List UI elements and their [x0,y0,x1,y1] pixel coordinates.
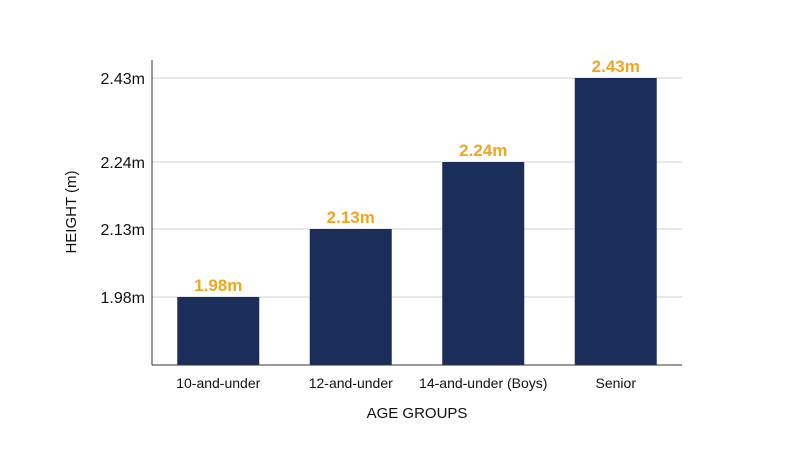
bar [309,229,392,365]
y-tick-label: 2.24m [101,155,145,172]
x-tick-labels: 10-and-under 12-and-under 14-and-under (Bo… [176,375,636,391]
y-tick-labels: 1.98m 2.13m 2.24m 2.43m [101,71,145,307]
data-label: 2.24m [459,141,507,160]
data-label: 1.98m [194,276,242,295]
y-axis-title: HEIGHT (m) [63,170,80,253]
x-tick-label: 14-and-under (Boys) [419,375,547,391]
y-tick-label: 2.13m [101,222,145,239]
x-tick-label: Senior [596,375,637,391]
bar [574,78,657,365]
data-label: 2.43m [592,57,640,76]
axes [151,60,682,366]
bar [442,162,525,365]
bar [177,297,260,365]
y-tick-label: 1.98m [101,290,145,307]
bars [177,78,657,365]
x-tick-label: 10-and-under [176,375,260,391]
data-labels: 1.98m 2.13m 2.24m 2.43m [194,57,640,295]
y-tick-label: 2.43m [101,71,145,88]
data-label: 2.13m [327,208,375,227]
x-axis-title: AGE GROUPS [367,405,468,422]
x-tick-label: 12-and-under [309,375,393,391]
